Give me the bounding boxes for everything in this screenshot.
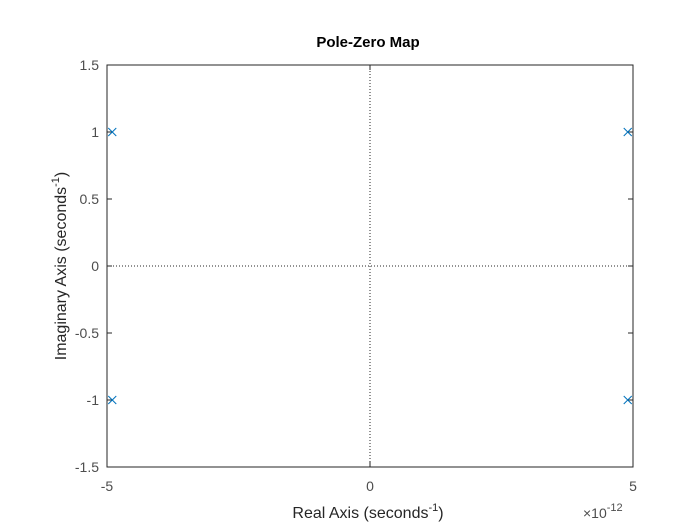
x-tick-label: -5 [101,478,114,494]
pole-marker [107,127,117,137]
y-tick-label: -0.5 [75,325,99,341]
y-axis-label-main: Imaginary Axis (seconds [53,187,70,360]
pole-marker-stroke [107,127,117,137]
x-tick-label: 5 [629,478,637,494]
pole-marker [623,395,633,405]
x-axis-label: Real Axis (seconds-1) [292,502,443,522]
pole-marker-stroke [623,127,633,137]
y-tick-label: 1.5 [80,57,100,73]
y-tick-label: 0.5 [80,191,100,207]
y-axis-label: Imaginary Axis (seconds-1) [50,172,70,361]
y-tick-label: 0 [91,258,99,274]
y-tick-label: 1 [91,124,99,140]
pole-marker [107,395,117,405]
pole-marker [623,127,633,137]
plot-area [106,64,634,468]
x-axis-label-tail: ) [438,505,443,522]
y-axis-label-sup: -1 [50,177,62,187]
pole-marker-stroke [107,395,117,405]
x-exponent-base: ×10 [583,505,607,521]
x-exponent-power: -12 [607,502,623,514]
chart-title: Pole-Zero Map [316,34,419,51]
y-tick-labels: 1.5 1 0.5 0 -0.5 -1 -1.5 [75,57,99,475]
x-axis-label-main: Real Axis (seconds [292,505,428,522]
pole-markers [107,127,633,405]
pole-marker-stroke [623,395,633,405]
y-tick-label: -1.5 [75,459,99,475]
x-exponent-label: ×10-12 [583,502,623,521]
y-tick-label: -1 [87,392,100,408]
x-tick-labels: -5 0 5 [101,478,637,494]
x-axis-label-sup: -1 [428,502,438,514]
tick-marks [106,64,634,468]
y-axis-label-tail: ) [53,172,70,177]
reference-lines [107,65,633,467]
x-tick-label: 0 [366,478,374,494]
